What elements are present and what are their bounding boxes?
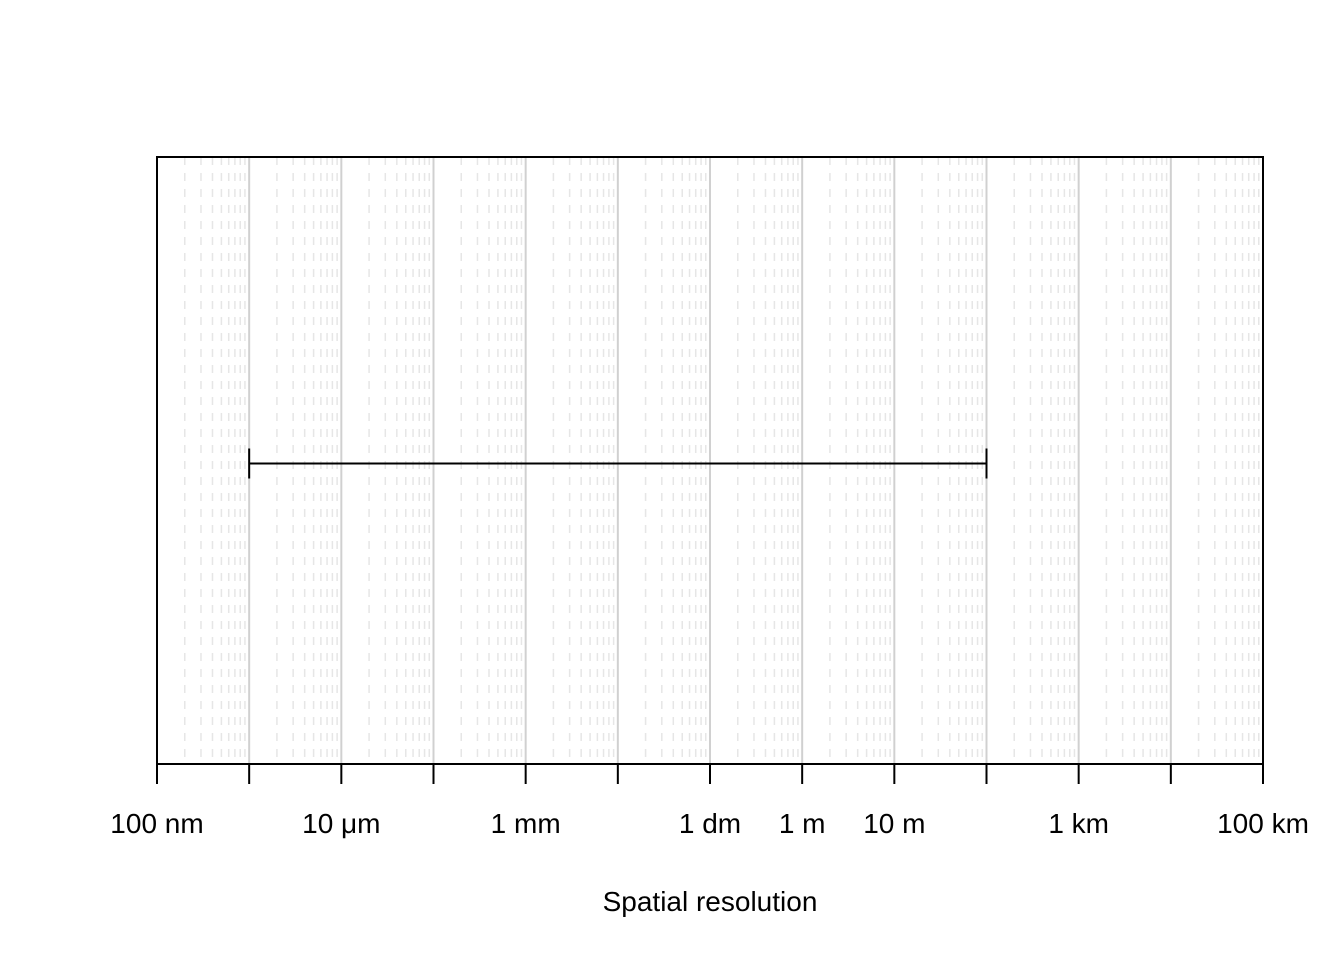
x-axis-title: Spatial resolution [603,886,818,917]
x-tick-label: 1 mm [491,808,561,839]
x-tick-label: 1 km [1048,808,1109,839]
x-axis: 100 nm 10 μm 1 mm 1 dm 1 m 10 m 1 km 100 km [110,763,1309,839]
x-tick-label: 1 m [779,808,826,839]
x-tick-label: 100 km [1217,808,1309,839]
x-tick-label: 1 dm [679,808,741,839]
x-tick-label: 100 nm [110,808,203,839]
grid-layer [156,157,1264,764]
range-layer [248,448,988,479]
range-bar [248,448,988,479]
x-tick-label: 10 μm [302,808,380,839]
x-tick-label: 10 m [863,808,925,839]
